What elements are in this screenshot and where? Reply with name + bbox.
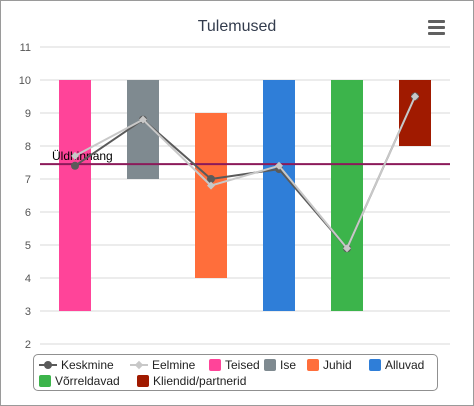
chart-legend: Keskmine Eelmine Teised Ise Juhid Alluva… (33, 354, 438, 391)
y-tick-label: 10 (19, 75, 31, 87)
y-tick-label: 6 (25, 207, 31, 219)
legend-label: Kliendid/partnerid (153, 374, 247, 388)
legend-label: Võrreldavad (55, 374, 120, 388)
legend-item-ise[interactable]: Ise (264, 357, 296, 373)
series-line-1 (74, 96, 416, 250)
y-tick-label: 9 (25, 108, 31, 120)
y-tick-label: 2 (25, 339, 31, 351)
bar-1 (59, 80, 91, 311)
legend-square-icon (264, 359, 276, 371)
legend-square-icon (137, 375, 149, 387)
legend-item-vorreldavad[interactable]: Võrreldavad (39, 373, 120, 389)
series-2-point (411, 92, 419, 101)
legend-line-diamond-icon (130, 359, 148, 371)
reference-line-label: Üldhinnang (52, 149, 113, 163)
legend-item-teised[interactable]: Teised (209, 357, 260, 373)
legend-square-icon (369, 359, 381, 371)
series-1-point (71, 161, 79, 170)
legend-label: Teised (225, 358, 260, 372)
bar-3 (195, 113, 227, 278)
y-tick-label: 8 (25, 141, 31, 153)
series-1-point (207, 175, 215, 183)
legend-line-circle-icon (39, 359, 57, 371)
hamburger-menu-icon[interactable] (428, 20, 445, 36)
legend-label: Keskmine (61, 358, 114, 372)
series-line-2 (74, 96, 416, 250)
series-2-point (139, 115, 147, 124)
legend-square-icon (39, 375, 51, 387)
bar-6 (399, 80, 431, 146)
legend-item-keskmine[interactable]: Keskmine (39, 357, 114, 373)
series-2-point (343, 244, 351, 253)
bar-5 (331, 80, 363, 311)
series-2-point (207, 181, 215, 190)
legend-item-eelmine[interactable]: Eelmine (130, 357, 195, 373)
series-2-point (275, 161, 283, 170)
y-tick-label: 4 (25, 273, 31, 285)
legend-label: Eelmine (152, 358, 196, 372)
legend-square-icon (307, 359, 319, 371)
y-tick-label: 11 (20, 42, 31, 54)
chart-title: Tulemused (198, 18, 277, 35)
legend-square-icon (209, 359, 221, 371)
legend-item-kliendid-partnerid[interactable]: Kliendid/partnerid (137, 373, 246, 389)
bar-4 (263, 80, 295, 311)
series-2-point (71, 151, 79, 160)
legend-label: Alluvad (385, 358, 425, 372)
y-tick-label: 3 (25, 306, 31, 318)
legend-label: Ise (280, 358, 297, 372)
legend-item-juhid[interactable]: Juhid (307, 357, 352, 373)
y-tick-label: 7 (25, 174, 31, 186)
legend-item-alluvad[interactable]: Alluvad (369, 357, 424, 373)
y-tick-label: 5 (25, 240, 31, 252)
legend-label: Juhid (323, 358, 352, 372)
